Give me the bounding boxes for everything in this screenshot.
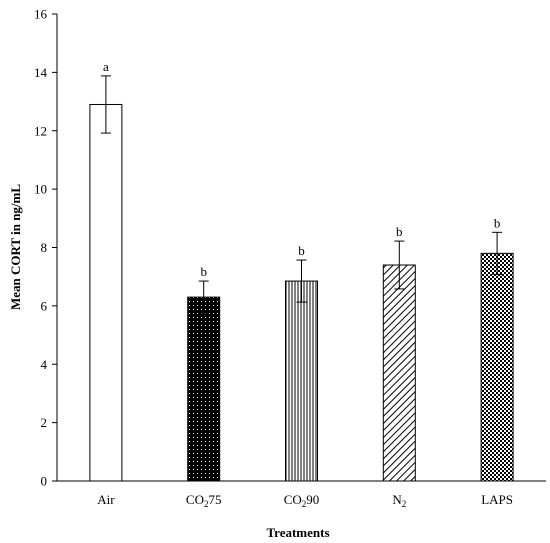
x-tick-label: N2 <box>392 492 406 509</box>
significance-label: b <box>494 215 501 230</box>
y-tick-label: 14 <box>34 65 48 80</box>
bar <box>285 280 318 482</box>
y-axis-title: Mean CORT in ng/mL <box>8 184 23 310</box>
y-tick-label: 2 <box>41 415 48 430</box>
bar <box>480 252 514 482</box>
y-tick-label: 16 <box>34 7 48 22</box>
x-tick-label: CO290 <box>284 492 320 509</box>
significance-label: b <box>298 243 305 258</box>
y-tick-label: 6 <box>41 298 48 313</box>
bars <box>89 75 514 482</box>
x-axis-title: Treatments <box>266 525 329 540</box>
y-tick-label: 8 <box>41 240 48 255</box>
x-tick-label: Air <box>97 492 115 507</box>
x-tick-label: CO275 <box>186 492 222 509</box>
x-tick-label: LAPS <box>481 492 513 507</box>
bar <box>89 103 123 482</box>
significance-label: b <box>200 264 207 279</box>
significance-label: a <box>103 59 109 74</box>
significance-label: b <box>396 224 403 239</box>
bar <box>187 296 221 482</box>
y-tick-label: 0 <box>41 474 48 489</box>
y-tick-label: 4 <box>41 357 48 372</box>
y-tick-label: 10 <box>34 182 47 197</box>
labels: a Air b CO275 b CO290 b N2 b LAPS <box>97 59 513 509</box>
bar <box>382 264 416 482</box>
axes: 0 2 4 6 8 10 12 14 16 <box>34 7 546 489</box>
y-tick-label: 12 <box>34 123 47 138</box>
